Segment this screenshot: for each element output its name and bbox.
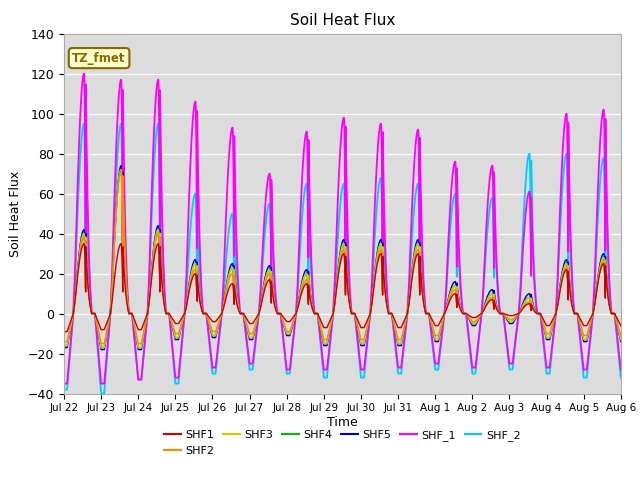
- SHF_2: [329, 313, 337, 319]
- SHF_1: [491, 188, 499, 194]
- SHF2: [60, 339, 68, 345]
- Text: TZ_fmet: TZ_fmet: [72, 51, 126, 65]
- SHF4: [97, 345, 105, 350]
- SHF4: [120, 192, 127, 197]
- SHF2: [491, 298, 499, 304]
- SHF_1: [127, 311, 135, 316]
- SHF5: [127, 311, 135, 316]
- SHF5: [60, 345, 68, 350]
- Line: SHF4: SHF4: [64, 169, 621, 348]
- SHF1: [127, 311, 135, 316]
- SHF4: [446, 291, 454, 297]
- SHF1: [446, 297, 454, 303]
- SHF2: [127, 311, 135, 316]
- SHF_2: [60, 387, 68, 393]
- SHF2: [97, 341, 105, 347]
- SHF3: [117, 167, 125, 172]
- SHF5: [117, 163, 125, 168]
- SHF1: [617, 323, 625, 328]
- SHF2: [247, 331, 255, 336]
- SHF1: [329, 312, 337, 317]
- SHF_2: [617, 375, 625, 381]
- SHF3: [247, 335, 255, 340]
- SHF5: [491, 292, 499, 298]
- Line: SHF_1: SHF_1: [64, 73, 621, 384]
- Line: SHF1: SHF1: [64, 243, 621, 332]
- SHF2: [446, 294, 454, 300]
- SHF4: [329, 312, 337, 318]
- SHF1: [80, 240, 88, 247]
- SHF_1: [329, 314, 337, 320]
- Legend: SHF1, SHF2, SHF3, SHF4, SHF5, SHF_1, SHF_2: SHF1, SHF2, SHF3, SHF4, SHF5, SHF_1, SHF…: [160, 426, 525, 460]
- SHF4: [617, 336, 625, 342]
- SHF3: [446, 291, 454, 297]
- SHF_1: [60, 381, 68, 386]
- SHF_2: [446, 227, 454, 233]
- SHF_2: [120, 153, 127, 159]
- SHF2: [329, 312, 337, 318]
- SHF5: [247, 336, 255, 342]
- SHF3: [329, 312, 337, 318]
- SHF1: [247, 321, 255, 326]
- SHF1: [119, 250, 127, 255]
- SHF_1: [247, 361, 255, 367]
- SHF3: [60, 343, 68, 348]
- SHF5: [446, 288, 454, 294]
- SHF5: [97, 347, 105, 352]
- SHF4: [491, 295, 499, 300]
- Y-axis label: Soil Heat Flux: Soil Heat Flux: [10, 170, 22, 257]
- SHF_2: [127, 311, 135, 316]
- SHF1: [60, 329, 68, 335]
- SHF_1: [119, 107, 127, 113]
- SHF3: [120, 192, 127, 197]
- SHF5: [329, 312, 337, 318]
- SHF5: [617, 339, 625, 345]
- SHF4: [117, 167, 125, 172]
- SHF_1: [80, 71, 88, 76]
- SHF_1: [446, 207, 454, 213]
- SHF1: [491, 299, 499, 305]
- SHF3: [617, 336, 625, 342]
- SHF3: [127, 311, 135, 316]
- SHF2: [117, 167, 125, 172]
- Title: Soil Heat Flux: Soil Heat Flux: [290, 13, 395, 28]
- SHF3: [97, 345, 105, 350]
- Line: SHF_2: SHF_2: [64, 123, 621, 394]
- SHF2: [617, 333, 625, 338]
- SHF3: [491, 295, 499, 300]
- SHF_2: [80, 120, 88, 126]
- SHF_2: [97, 391, 105, 396]
- SHF5: [120, 188, 127, 194]
- Line: SHF3: SHF3: [64, 169, 621, 348]
- SHF_1: [617, 367, 625, 372]
- SHF_2: [247, 367, 255, 372]
- Line: SHF5: SHF5: [64, 166, 621, 349]
- SHF_2: [491, 219, 499, 225]
- SHF4: [247, 335, 255, 340]
- Line: SHF2: SHF2: [64, 169, 621, 344]
- X-axis label: Time: Time: [327, 416, 358, 429]
- SHF2: [120, 192, 127, 197]
- SHF4: [127, 311, 135, 316]
- SHF4: [60, 343, 68, 348]
